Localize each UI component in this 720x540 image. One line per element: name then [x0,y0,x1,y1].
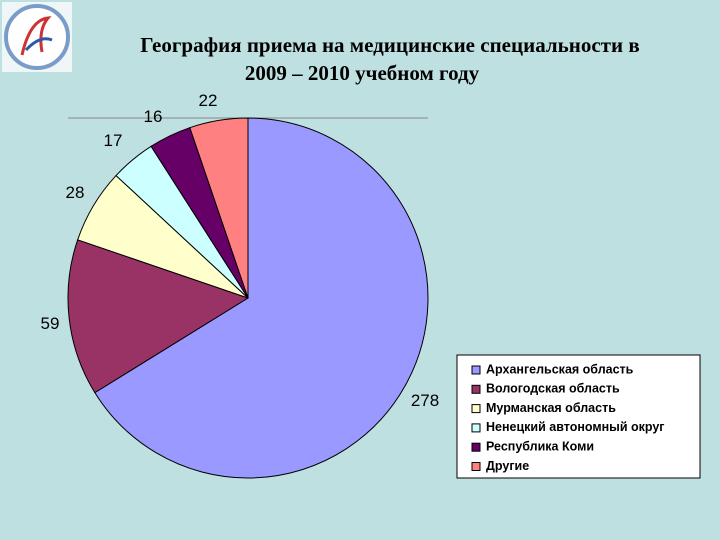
data-label: 59 [41,314,60,333]
legend-box [456,354,701,479]
data-label: 16 [144,107,163,126]
pie-slice [189,117,249,299]
logo-mark [24,37,53,52]
chart-title: 2009 – 2010 учебном году [245,61,480,85]
logo [2,2,72,72]
data-label: 22 [199,91,218,110]
logo-ring [4,4,70,70]
data-label: 17 [104,131,123,150]
legend-label: Ненецкий автономный округ [486,420,665,434]
data-label: 278 [411,391,439,410]
legend-label: Вологодская область [486,382,620,396]
legend-swatch [471,462,481,471]
pie-slice [67,239,250,394]
legend-label: Другие [486,459,529,473]
data-label: 28 [66,183,85,202]
chart-title: География приема на медицинские специаль… [140,33,639,57]
legend-swatch [471,442,481,452]
legend-swatch [471,404,481,414]
legend-swatch [471,365,481,375]
legend-label: Республика Коми [486,439,594,453]
legend-label: Архангельская область [486,362,634,376]
pie-slice [94,117,429,479]
legend-swatch [471,384,481,394]
legend-label: Мурманская область [486,401,616,415]
legend-swatch [471,423,481,433]
